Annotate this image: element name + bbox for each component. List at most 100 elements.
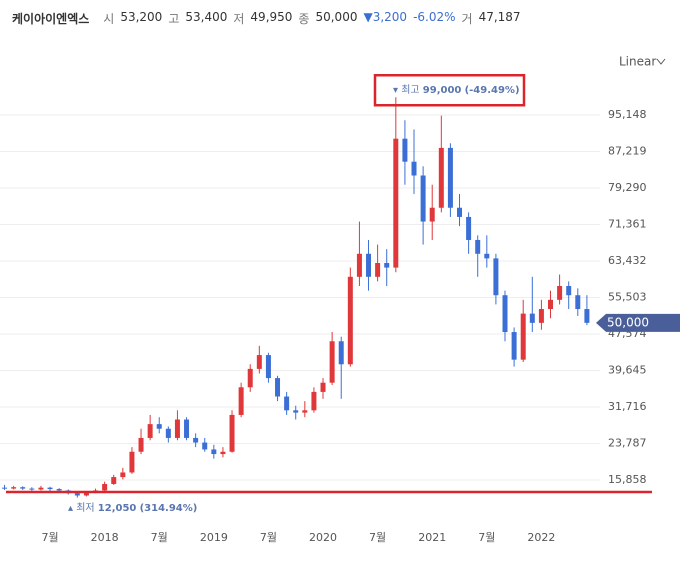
candle-body [20,487,26,489]
candle-body [275,378,281,397]
x-tick-label: 7월 [369,531,386,544]
candle-body [256,355,262,369]
candle-body [548,299,554,310]
candle-body [493,258,499,296]
candle-body [338,341,344,365]
candle-body [229,414,235,452]
candle-body [202,442,208,450]
candle-body [184,419,190,438]
candle-body [320,382,326,392]
candle-body [265,355,271,379]
candle-body [520,313,526,360]
y-tick-label: 39,645 [608,364,647,377]
scale-menu[interactable]: Linear [619,55,656,69]
x-tick-label: 7월 [151,531,168,544]
x-tick-label: 7월 [260,531,277,544]
candle-body [511,332,517,360]
candle-body [475,239,481,254]
candle-body [56,489,62,491]
candle-body [438,147,444,208]
x-tick-label: 7월 [478,531,495,544]
candle-body [393,138,399,268]
x-tick-label: 2018 [91,531,119,544]
candle-body [447,147,453,208]
candle-body [74,493,80,496]
y-tick-label: 31,716 [608,400,647,413]
low-note: ▴ 최저 12,050 (314.94%) [68,502,197,514]
key: 고 [168,12,180,26]
candle-body [120,472,126,478]
candle-body [538,309,544,323]
candle-body [29,488,35,490]
candle-body [111,477,117,484]
note-change: (314.94%) [140,503,198,514]
candle-body [356,253,362,277]
candle-body [129,451,135,473]
y-tick-label: 95,148 [608,108,647,121]
note-value: 99,000 [423,85,462,96]
candle-body [575,295,581,310]
candle-body [566,286,572,296]
candle-body [11,487,17,489]
candle-body [284,396,290,411]
y-tick-label: 63,432 [608,254,647,267]
header: 케이아이엔엑스 시 53,200 고 53,400 저 49,950 종 50,000 … [12,10,521,27]
candle-body [466,216,472,240]
candle-body [102,483,108,491]
change-pct: -6.02% [413,10,456,24]
x-tick-label: 2022 [527,531,555,544]
candle-body [47,487,53,490]
note-value: 12,050 [98,503,137,514]
candle-body [457,207,463,217]
note-change: (-49.49%) [465,85,520,96]
candle-body [293,410,299,413]
y-tick-label: 87,219 [608,144,647,157]
candle-body [247,368,253,388]
candle-body [584,309,590,323]
candle-body [329,341,335,383]
candle-body [2,487,8,489]
candle-body [384,262,390,268]
value: 53,200 [120,10,163,24]
value: 50,000 [315,10,358,24]
key: 시 [103,12,115,26]
candle-body [311,391,317,411]
value: 53,400 [185,10,228,24]
candle-body [302,410,308,413]
candle-body [238,387,244,415]
candle-body [529,313,535,323]
candle-body [502,295,508,333]
candle-body [83,492,89,496]
y-tick-label: 71,361 [608,217,647,230]
candle-body [429,207,435,222]
candle-body [156,424,162,429]
candle-body [347,276,353,365]
highlight-box [373,73,526,107]
candle-body [38,487,44,490]
key: 거 [461,12,473,26]
volume: 47,187 [478,10,521,24]
key: 종 [298,12,310,26]
candle-body [220,451,226,455]
candle-body [138,437,144,452]
candle-body [420,175,426,222]
y-tick-label: 79,290 [608,181,647,194]
price-tag-label: 50,000 [607,315,649,329]
x-tick-label: 2020 [309,531,337,544]
candle-body [411,161,417,176]
marker: ▾ [393,85,401,96]
change: ▼3,200 [363,10,408,24]
change-value: 3,200 [372,10,408,24]
candle-body [484,253,490,259]
candle-body [557,286,563,300]
marker: ▴ [68,503,76,514]
value: 49,950 [250,10,293,24]
dropdown-icon[interactable] [656,58,666,65]
y-tick-label: 23,787 [608,437,647,450]
candle-body [193,437,199,443]
x-tick-label: 2019 [200,531,228,544]
candle-body [402,138,408,162]
candle-body [147,424,153,438]
